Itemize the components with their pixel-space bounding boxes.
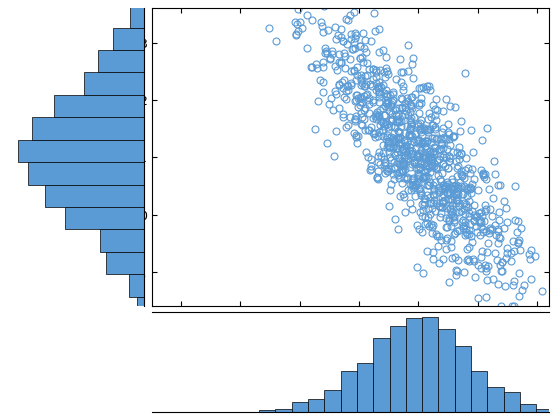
Bar (45, 184, 143, 207)
Bar (308, 399, 324, 412)
Bar (455, 346, 471, 412)
Bar (422, 317, 438, 412)
Bar (54, 95, 143, 117)
Bar (64, 207, 143, 229)
Bar (276, 409, 292, 412)
Bar (113, 28, 143, 50)
Bar (471, 371, 487, 412)
Bar (130, 5, 143, 28)
Bar (520, 404, 536, 412)
Bar (373, 338, 390, 412)
Bar (292, 402, 308, 412)
Bar (129, 274, 143, 297)
Bar (438, 329, 455, 412)
Bar (553, 407, 560, 412)
Bar (106, 252, 143, 274)
Bar (100, 229, 143, 252)
Y-axis label: x2: x2 (109, 149, 123, 166)
Bar (503, 392, 520, 412)
Bar (487, 387, 503, 412)
Bar (17, 140, 143, 162)
Bar (390, 326, 406, 412)
Bar (84, 73, 143, 95)
Bar (406, 318, 422, 412)
X-axis label: x1: x1 (342, 330, 359, 344)
Bar (135, 0, 143, 5)
Bar (99, 50, 143, 73)
Bar (28, 162, 143, 184)
Bar (137, 319, 143, 341)
Bar (259, 410, 276, 412)
Bar (357, 363, 373, 412)
Bar (137, 297, 143, 319)
Bar (340, 370, 357, 412)
Bar (32, 117, 143, 140)
Bar (536, 410, 553, 412)
Bar (324, 390, 340, 412)
